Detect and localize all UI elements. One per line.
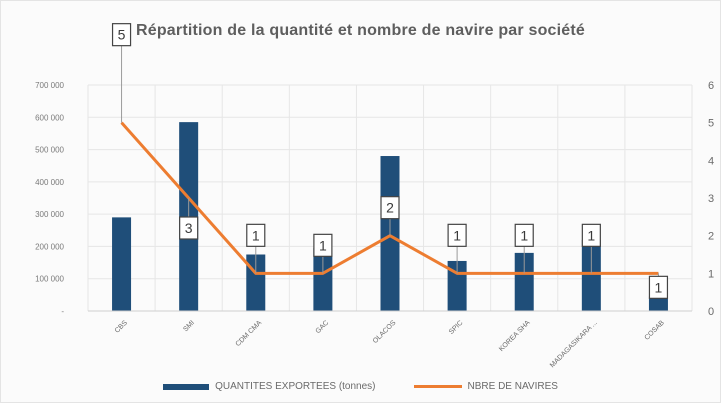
data-label: 1 [252, 227, 260, 243]
data-label-box [179, 216, 199, 240]
y-tick-right: 2 [708, 231, 714, 243]
bar [112, 217, 132, 311]
y-tick-right: 5 [708, 118, 714, 130]
data-label-box [447, 223, 467, 247]
legend-item-quantites: QUANTITES EXPORTEES (tonnes) [163, 381, 376, 392]
bar [648, 296, 668, 311]
y-tick-right: 4 [708, 155, 714, 167]
y-tick-left: - [61, 307, 64, 316]
data-label-box [581, 223, 601, 247]
y-tick-left: 700 000 [35, 81, 64, 90]
y-tick-right: 3 [708, 193, 714, 205]
data-label-box [246, 223, 266, 247]
data-label: 1 [587, 227, 595, 243]
x-tick-label: CDM CMA [235, 319, 264, 348]
y-axis-right: 0 1 2 3 4 5 6 [708, 80, 714, 318]
y-tick-left: 500 000 [35, 146, 64, 155]
data-label: 1 [319, 237, 327, 253]
x-tick-label: COSAB [644, 319, 667, 342]
legend-label-navires: NBRE DE NAVIRES [467, 381, 558, 392]
legend-swatch-bar [163, 383, 210, 390]
data-label-box [111, 23, 132, 47]
y-tick-left: 200 000 [35, 242, 64, 251]
y-tick-right: 0 [708, 306, 714, 318]
x-tick-label: MADAGASIKARA ... [549, 319, 599, 369]
y-tick-left: 400 000 [35, 178, 64, 187]
data-label: 1 [655, 279, 663, 295]
data-label-box [380, 196, 400, 220]
data-label-box [514, 223, 534, 247]
data-label: 2 [386, 200, 394, 216]
data-label-box [648, 275, 669, 299]
chart-title: Répartition de la quantité et nombre de … [0, 20, 721, 41]
data-labels: 5 3 1 1 2 1 1 1 1 [111, 23, 669, 299]
x-tick-label: KOREA SHA [498, 319, 532, 353]
y-tick-left: 100 000 [35, 275, 64, 284]
x-tick-label: CBS [114, 319, 129, 334]
bar [313, 248, 333, 311]
bar [514, 252, 534, 311]
x-tick-label: SMI [182, 319, 196, 333]
legend-label-quantites: QUANTITES EXPORTEES (tonnes) [215, 381, 376, 392]
x-tick-label: OLACOS [372, 319, 398, 345]
x-tick-label: SPIC [448, 319, 465, 336]
y-axis-left: - 100 000 200 000 300 000 400 000 500 000 600 … [35, 81, 64, 316]
data-label: 1 [453, 227, 461, 243]
chart-title-text: Répartition de la quantité et nombre de … [135, 22, 586, 39]
x-axis: CBS SMI CDM CMA GAC OLACOS SPIC KOREA SHA MADAG… [88, 310, 692, 369]
data-label-box [313, 233, 333, 257]
data-label: 3 [185, 220, 193, 236]
y-tick-left: 600 000 [35, 113, 64, 122]
bar [581, 239, 601, 311]
bar-series [112, 122, 668, 311]
y-tick-right: 1 [708, 268, 714, 280]
chart-legend: QUANTITES EXPORTEES (tonnes) NBRE DE NAV… [0, 381, 721, 392]
legend-item-navires: NBRE DE NAVIRES [413, 381, 558, 392]
data-label: 5 [118, 27, 126, 43]
data-label: 1 [520, 227, 528, 243]
legend-swatch-line [413, 385, 462, 388]
y-tick-left: 300 000 [35, 210, 64, 219]
y-tick-right: 6 [708, 80, 714, 92]
x-tick-label: GAC [315, 319, 331, 335]
